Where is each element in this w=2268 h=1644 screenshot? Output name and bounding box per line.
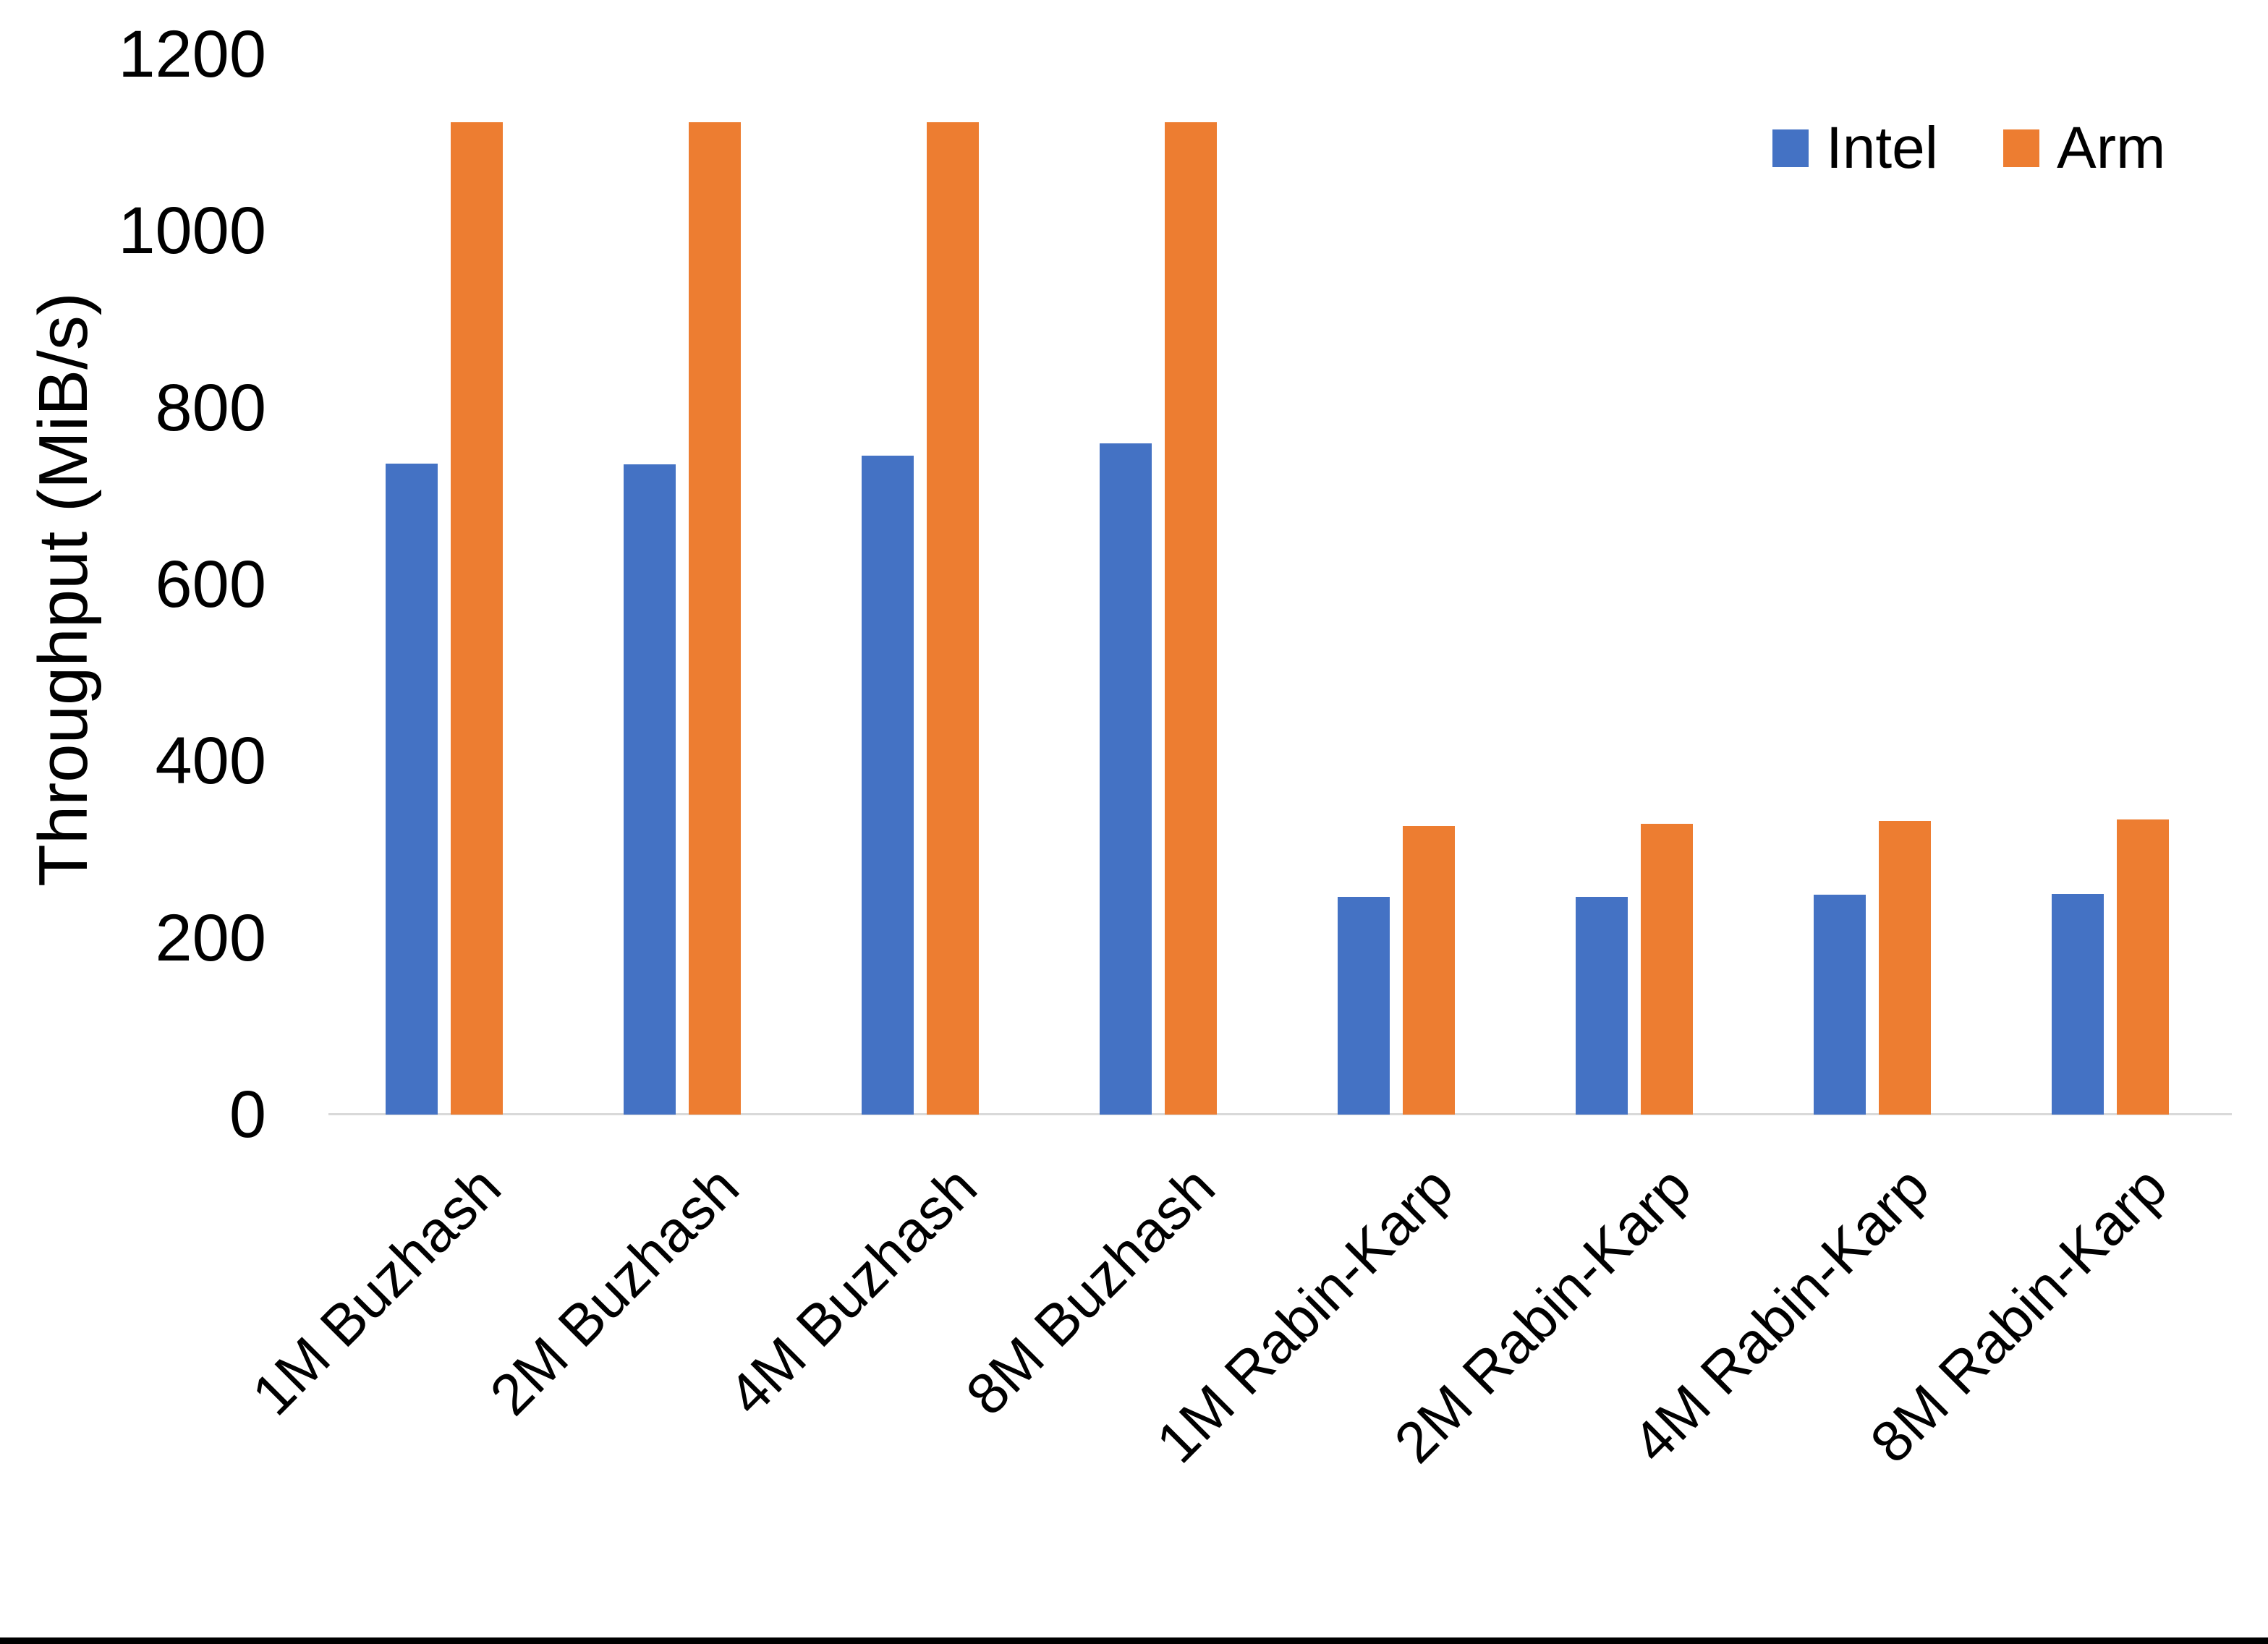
legend-swatch-intel <box>1772 129 1809 167</box>
y-tick-1000: 1000 <box>118 194 266 268</box>
bar-intel-1m-buzhash <box>386 464 438 1115</box>
y-tick-800: 800 <box>155 370 267 445</box>
bar-arm-8m-rabin-karp <box>2117 819 2169 1115</box>
bar-arm-8m-buzhash <box>1165 122 1217 1115</box>
bar-intel-1m-rabin-karp <box>1338 897 1390 1115</box>
bar-intel-8m-buzhash <box>1100 443 1152 1115</box>
bottom-border <box>0 1637 2268 1644</box>
y-tick-600: 600 <box>155 548 267 621</box>
bar-intel-4m-rabin-karp <box>1814 895 1866 1115</box>
bar-arm-4m-rabin-karp <box>1879 821 1931 1115</box>
bar-arm-2m-rabin-karp <box>1641 824 1693 1115</box>
legend: Intel Arm <box>1772 115 2166 181</box>
legend-swatch-arm <box>2003 129 2039 167</box>
y-tick-400: 400 <box>155 724 267 798</box>
bar-intel-2m-buzhash <box>624 464 676 1115</box>
bar-intel-4m-buzhash <box>862 456 914 1115</box>
y-tick-0: 0 <box>229 1078 266 1151</box>
bar-intel-8m-rabin-karp <box>2052 894 2104 1115</box>
x-axis-line <box>328 1113 2232 1115</box>
bar-arm-2m-buzhash <box>689 122 741 1115</box>
y-tick-1200: 1200 <box>118 17 266 91</box>
bar-arm-1m-buzhash <box>451 122 503 1115</box>
bar-intel-2m-rabin-karp <box>1576 897 1628 1115</box>
bar-arm-1m-rabin-karp <box>1403 826 1455 1115</box>
y-tick-200: 200 <box>155 900 267 975</box>
legend-label-arm: Arm <box>2057 115 2166 181</box>
legend-label-intel: Intel <box>1826 115 1938 181</box>
bar-arm-4m-buzhash <box>927 122 979 1115</box>
